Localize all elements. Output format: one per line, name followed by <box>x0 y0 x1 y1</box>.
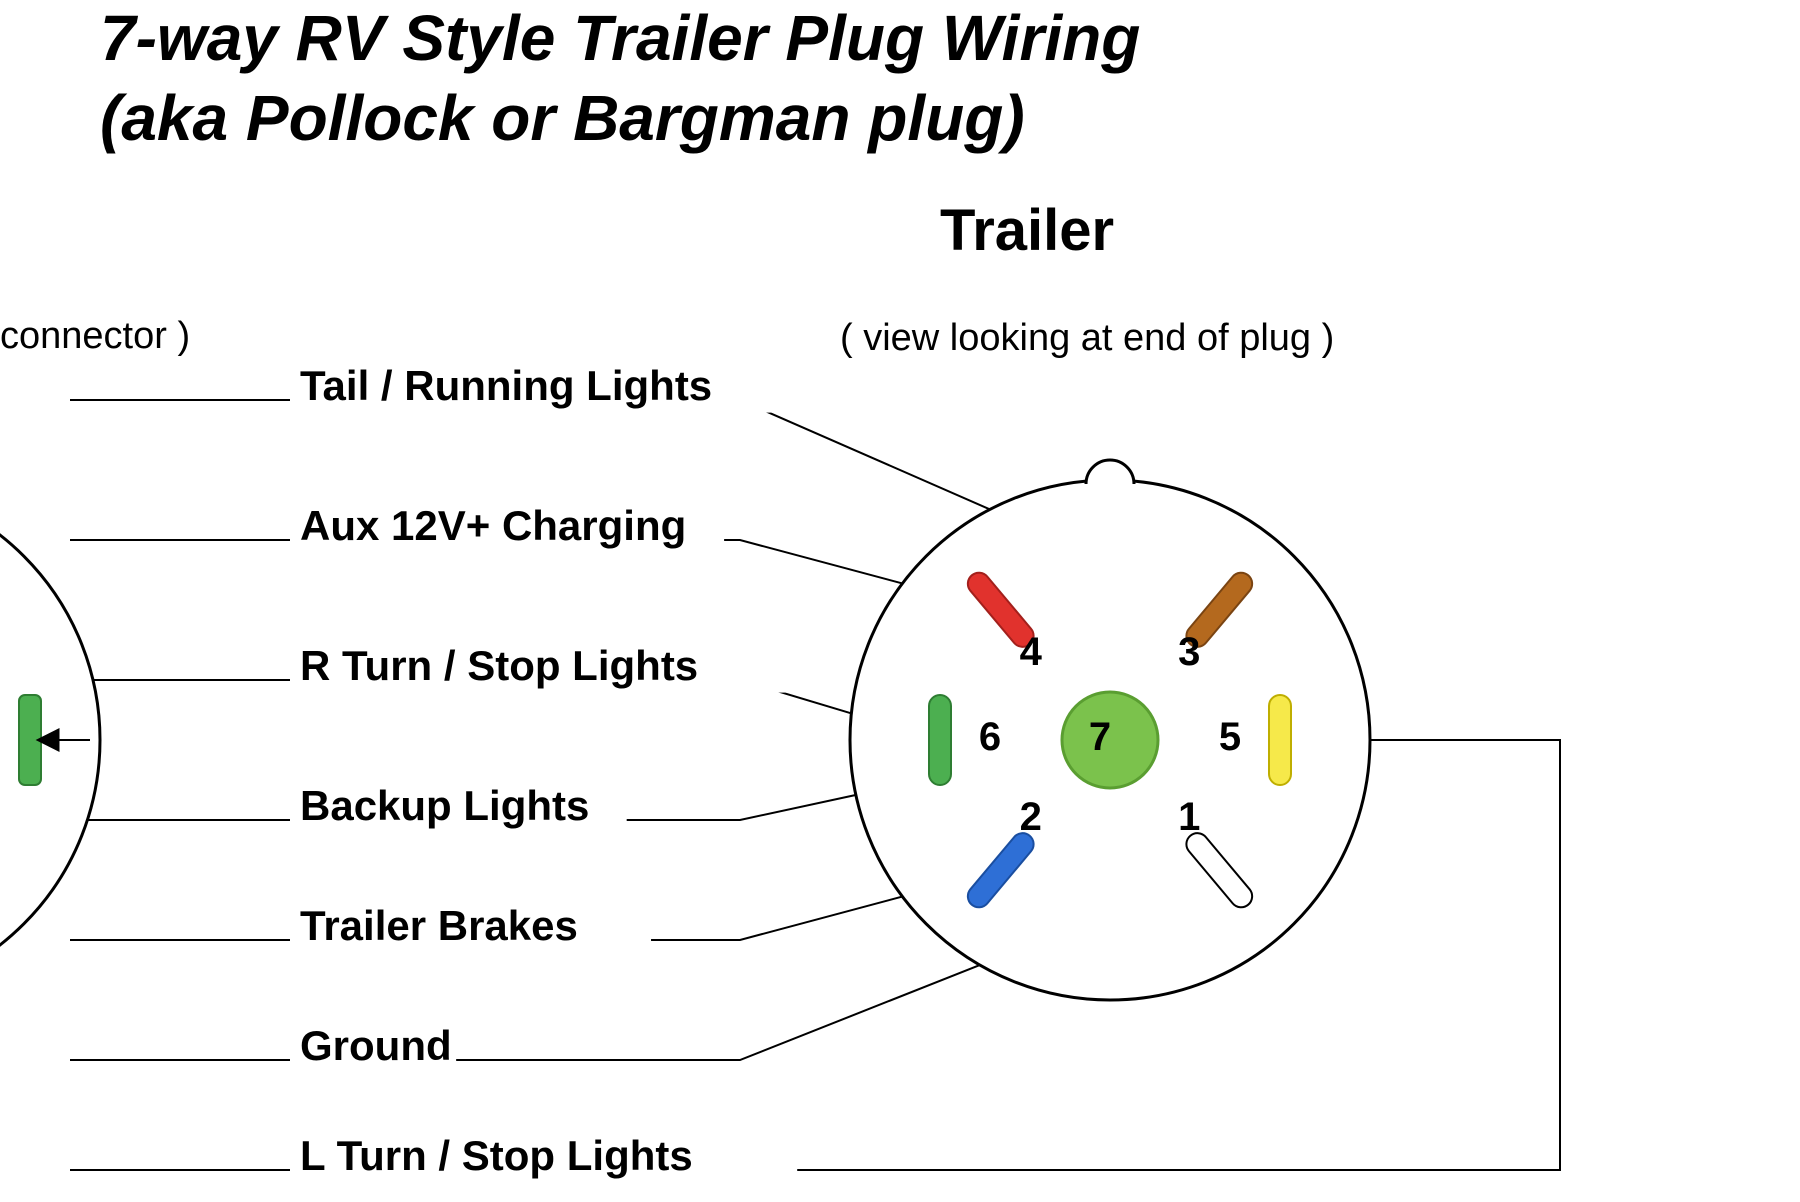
label-backup: Backup Lights <box>300 782 589 829</box>
section-subheader: ( view looking at end of plug ) <box>840 317 1334 359</box>
section-header: Trailer <box>940 198 1114 263</box>
title-line1: 7-way RV Style Trailer Plug Wiring <box>100 2 1140 74</box>
pin-number-4: 4 <box>1020 630 1043 674</box>
wiring-diagram: 7-way RV Style Trailer Plug Wiring (aka P… <box>0 0 1800 1202</box>
pin-number-2: 2 <box>1020 795 1042 839</box>
left-plug-pin <box>19 695 41 785</box>
label-rturn: R Turn / Stop Lights <box>300 642 698 689</box>
label-ground: Ground <box>300 1022 452 1069</box>
title-line2: (aka Pollock or Bargman plug) <box>100 82 1025 154</box>
label-lturn: L Turn / Stop Lights <box>300 1132 693 1179</box>
pin-number-7: 7 <box>1089 715 1111 759</box>
pin-number-6: 6 <box>979 715 1001 759</box>
pin-number-3: 3 <box>1178 630 1200 674</box>
left-fragment: connector ) <box>0 315 190 357</box>
label-aux: Aux 12V+ Charging <box>300 502 686 549</box>
pin-7: 7 <box>1062 692 1158 788</box>
pin-number-5: 5 <box>1219 715 1241 759</box>
label-brakes: Trailer Brakes <box>300 902 578 949</box>
pin-number-1: 1 <box>1178 795 1200 839</box>
label-tail: Tail / Running Lights <box>300 362 712 409</box>
